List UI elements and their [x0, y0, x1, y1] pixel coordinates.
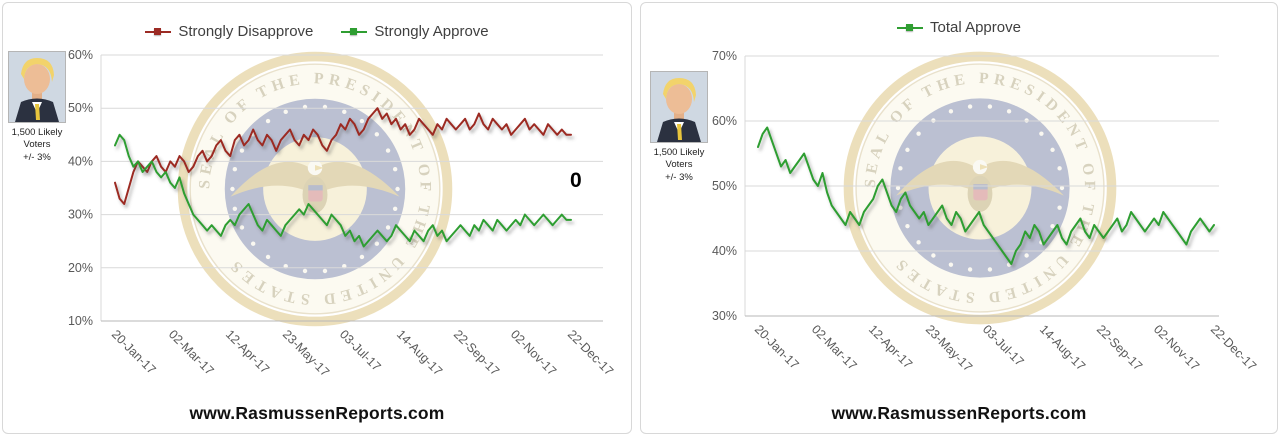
right-chart-legend: Total Approve	[641, 19, 1277, 36]
svg-text:30%: 30%	[712, 309, 737, 323]
svg-text:20-Jan-17: 20-Jan-17	[752, 322, 802, 372]
left-chart-annotation-zero: 0	[570, 169, 582, 192]
sample-size-note: 1,500 Likely Voters +/- 3%	[645, 147, 713, 184]
svg-text:60%: 60%	[712, 114, 737, 128]
sample-note-line: 1,500 Likely	[653, 147, 705, 158]
svg-text:14-Aug-17: 14-Aug-17	[394, 327, 445, 378]
legend-item-total-approve: Total Approve	[897, 19, 1021, 36]
sample-note-line: 1,500 Likely	[11, 127, 63, 138]
svg-text:20-Jan-17: 20-Jan-17	[109, 327, 159, 377]
svg-text:10%: 10%	[68, 314, 93, 328]
website-footer: www.RasmussenReports.com	[189, 403, 445, 423]
total-approve-line-marker-icon	[897, 22, 924, 33]
svg-text:22-Dec-17: 22-Dec-17	[1208, 322, 1259, 373]
svg-text:40%: 40%	[712, 244, 737, 258]
right-chart-canvas: 70% 60% 50% 40% 30% 20-Jan-17 02-Mar-17 12-Apr-…	[641, 3, 1277, 433]
strongly-approve-line-marker-icon	[341, 26, 368, 37]
trump-portrait	[8, 51, 66, 123]
svg-text:50%: 50%	[712, 179, 737, 193]
svg-text:03-Jul-17: 03-Jul-17	[337, 327, 384, 374]
svg-text:50%: 50%	[68, 101, 93, 115]
legend-item-strongly-disapprove: Strongly Disapprove	[145, 23, 313, 40]
svg-text:03-Jul-17: 03-Jul-17	[980, 322, 1027, 369]
svg-text:70%: 70%	[712, 49, 737, 63]
left-chart-card: SEAL OF THE PRESIDENT OF THE UNITED STAT…	[2, 2, 632, 434]
svg-text:02-Mar-17: 02-Mar-17	[809, 322, 860, 373]
svg-text:02-Mar-17: 02-Mar-17	[166, 327, 217, 378]
svg-text:12-Apr-17: 12-Apr-17	[223, 327, 272, 376]
legend-label-total-approve: Total Approve	[930, 19, 1021, 36]
svg-text:60%: 60%	[68, 48, 93, 62]
svg-text:22-Sep-17: 22-Sep-17	[451, 327, 502, 378]
right-chart-card: SEAL OF THE PRESIDENT OF THE UNITED STAT…	[640, 2, 1278, 434]
trump-portrait	[650, 71, 708, 143]
svg-text:22-Sep-17: 22-Sep-17	[1094, 322, 1145, 373]
sample-note-line: Voters	[665, 159, 693, 171]
svg-text:02-Nov-17: 02-Nov-17	[1151, 322, 1202, 373]
sample-note-line: +/- 3%	[665, 171, 693, 183]
svg-text:22-Dec-17: 22-Dec-17	[565, 327, 616, 378]
svg-text:40%: 40%	[68, 154, 93, 168]
sample-note-line: Voters	[23, 139, 51, 151]
strongly-disapprove-line-marker-icon	[145, 26, 172, 37]
legend-item-strongly-approve: Strongly Approve	[341, 23, 489, 40]
legend-label-strongly-disapprove: Strongly Disapprove	[178, 23, 314, 40]
svg-text:23-May-17: 23-May-17	[923, 322, 975, 374]
trump-portrait-image	[9, 52, 65, 122]
trump-portrait-image	[651, 72, 707, 142]
svg-text:23-May-17: 23-May-17	[280, 327, 332, 379]
svg-text:20%: 20%	[68, 261, 93, 275]
svg-text:02-Nov-17: 02-Nov-17	[508, 327, 559, 378]
sample-note-line: +/- 3%	[23, 151, 51, 163]
svg-text:30%: 30%	[68, 208, 93, 222]
left-chart-canvas: 60% 50% 40% 30% 20% 10% 20-Jan-17 02-Mar-17 12-A…	[3, 3, 631, 433]
svg-text:12-Apr-17: 12-Apr-17	[866, 322, 915, 371]
website-footer: www.RasmussenReports.com	[831, 403, 1087, 423]
svg-text:14-Aug-17: 14-Aug-17	[1037, 322, 1088, 373]
left-chart-legend: Strongly Disapprove Strongly Approve	[3, 23, 631, 40]
legend-label-strongly-approve: Strongly Approve	[374, 23, 489, 40]
sample-size-note: 1,500 Likely Voters +/- 3%	[3, 127, 71, 164]
